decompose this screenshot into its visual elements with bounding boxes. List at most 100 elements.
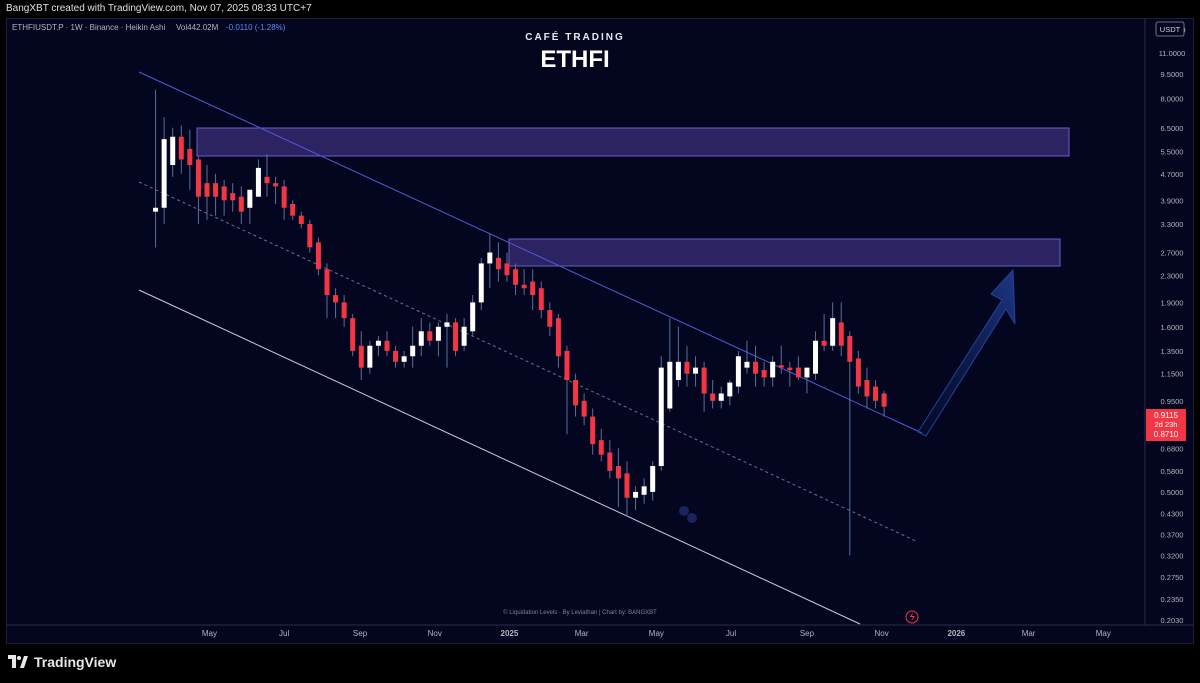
tradingview-logo[interactable]: TradingView xyxy=(8,654,116,670)
currency-badge[interactable] xyxy=(1155,21,1185,37)
candle-body xyxy=(753,361,759,374)
candle-body xyxy=(410,345,416,357)
candle-body xyxy=(273,183,279,187)
candle-body xyxy=(495,257,501,270)
x-tick-label: Nov xyxy=(875,629,889,638)
event-marker-icon[interactable] xyxy=(905,610,919,624)
candle-body xyxy=(684,361,690,374)
candle-body xyxy=(770,361,776,378)
y-tick-label: 0.5800 xyxy=(1161,467,1184,476)
x-tick-label: May xyxy=(202,629,217,638)
candle-body xyxy=(787,367,793,371)
candle-body xyxy=(813,340,819,374)
y-tick-label: 1.6000 xyxy=(1161,323,1184,332)
y-tick-label: 0.6800 xyxy=(1161,444,1184,453)
candle-body xyxy=(710,393,716,401)
candle-body xyxy=(641,486,647,495)
y-tick-label: 1.9000 xyxy=(1161,298,1184,307)
candle-body xyxy=(324,269,330,296)
plot-area xyxy=(7,19,1145,625)
channel-mid-line[interactable] xyxy=(138,181,919,543)
time-axis: May Jul Sep Nov 2025 Mar May Jul Sep Nov 2026 Mar Ma… xyxy=(202,629,1111,638)
candle-body xyxy=(564,350,570,380)
y-tick-label: 0.3200 xyxy=(1161,551,1184,560)
candle-body xyxy=(598,440,604,455)
candle-body xyxy=(435,326,441,341)
candle-body xyxy=(675,361,681,380)
candle-body xyxy=(881,393,887,407)
candle-body xyxy=(230,193,236,201)
candle-body xyxy=(693,367,699,374)
x-tick-label: Mar xyxy=(575,629,589,638)
candle-body xyxy=(624,473,630,498)
last-price-badge xyxy=(1146,409,1186,441)
candle-body xyxy=(487,252,493,264)
candle-body xyxy=(401,356,407,362)
ticker-title: ETHFI xyxy=(540,46,609,73)
candle-body xyxy=(264,176,270,184)
candle-body xyxy=(470,302,476,332)
candle-body xyxy=(590,416,596,445)
candle-body xyxy=(213,183,219,197)
bottom-bar xyxy=(0,645,1200,683)
top-bar: BangXBT created with TradingView.com, No… xyxy=(0,0,1200,18)
candle-body xyxy=(333,295,339,303)
x-tick-label: 2025 xyxy=(501,629,519,638)
candle-body xyxy=(633,491,639,498)
candle-body xyxy=(255,167,261,197)
y-tick-label: 0.4300 xyxy=(1161,509,1184,518)
projection-arrow[interactable] xyxy=(917,268,1016,437)
candle-body xyxy=(547,310,553,327)
candle-body xyxy=(864,379,870,397)
x-tick-label: Sep xyxy=(800,629,815,638)
candle-body xyxy=(375,340,381,346)
candle-body xyxy=(427,331,433,341)
x-tick-label: Mar xyxy=(1022,629,1036,638)
candle-body xyxy=(221,186,227,201)
low-price-label: 0.8710 xyxy=(1154,430,1179,439)
candle-body xyxy=(744,361,750,368)
x-tick-label: Sep xyxy=(353,629,368,638)
candle-body xyxy=(830,318,836,346)
lightning-icon xyxy=(910,612,915,622)
candle-body xyxy=(718,393,724,401)
candle-body xyxy=(761,370,767,378)
candle-body xyxy=(307,224,313,248)
y-tick-label: 2.3000 xyxy=(1161,271,1184,280)
candle-body xyxy=(667,361,673,409)
candle-body xyxy=(504,263,510,276)
candle-body xyxy=(393,350,399,362)
y-tick-label: 11.0000 xyxy=(1159,49,1186,58)
currency-label: USDT xyxy=(1160,25,1181,34)
candle-body xyxy=(290,203,296,216)
candle-body xyxy=(658,367,664,467)
y-tick-label: 0.9500 xyxy=(1161,397,1184,406)
candle-body xyxy=(727,382,733,397)
candle-body xyxy=(701,367,707,394)
candle-body xyxy=(195,159,201,197)
candle-body xyxy=(607,452,613,471)
candle-body xyxy=(555,318,561,357)
supply-zone-upper[interactable] xyxy=(196,127,1070,157)
channel-upper-line[interactable] xyxy=(138,71,923,434)
candle-body xyxy=(178,136,184,160)
supply-zone-lower[interactable] xyxy=(508,238,1061,267)
y-tick-label: 8.0000 xyxy=(1161,94,1184,103)
channel-lower-line[interactable] xyxy=(138,289,861,625)
candle-body xyxy=(341,302,347,319)
candle-body xyxy=(530,281,536,296)
volume-line: Vol442.02M xyxy=(176,23,219,32)
candle-body xyxy=(847,335,853,362)
last-price-label: 0.9115 xyxy=(1154,411,1178,420)
y-tick-label: 1.3500 xyxy=(1161,347,1184,356)
candle-body xyxy=(153,207,159,212)
candle-body xyxy=(238,196,244,212)
candle-body xyxy=(513,269,519,285)
candle-body xyxy=(298,215,304,225)
candle-body xyxy=(735,356,741,387)
candle-body xyxy=(778,365,784,368)
candle-body xyxy=(247,189,253,208)
y-tick-label: 5.5000 xyxy=(1161,147,1184,156)
y-tick-label: 3.3000 xyxy=(1161,220,1184,229)
